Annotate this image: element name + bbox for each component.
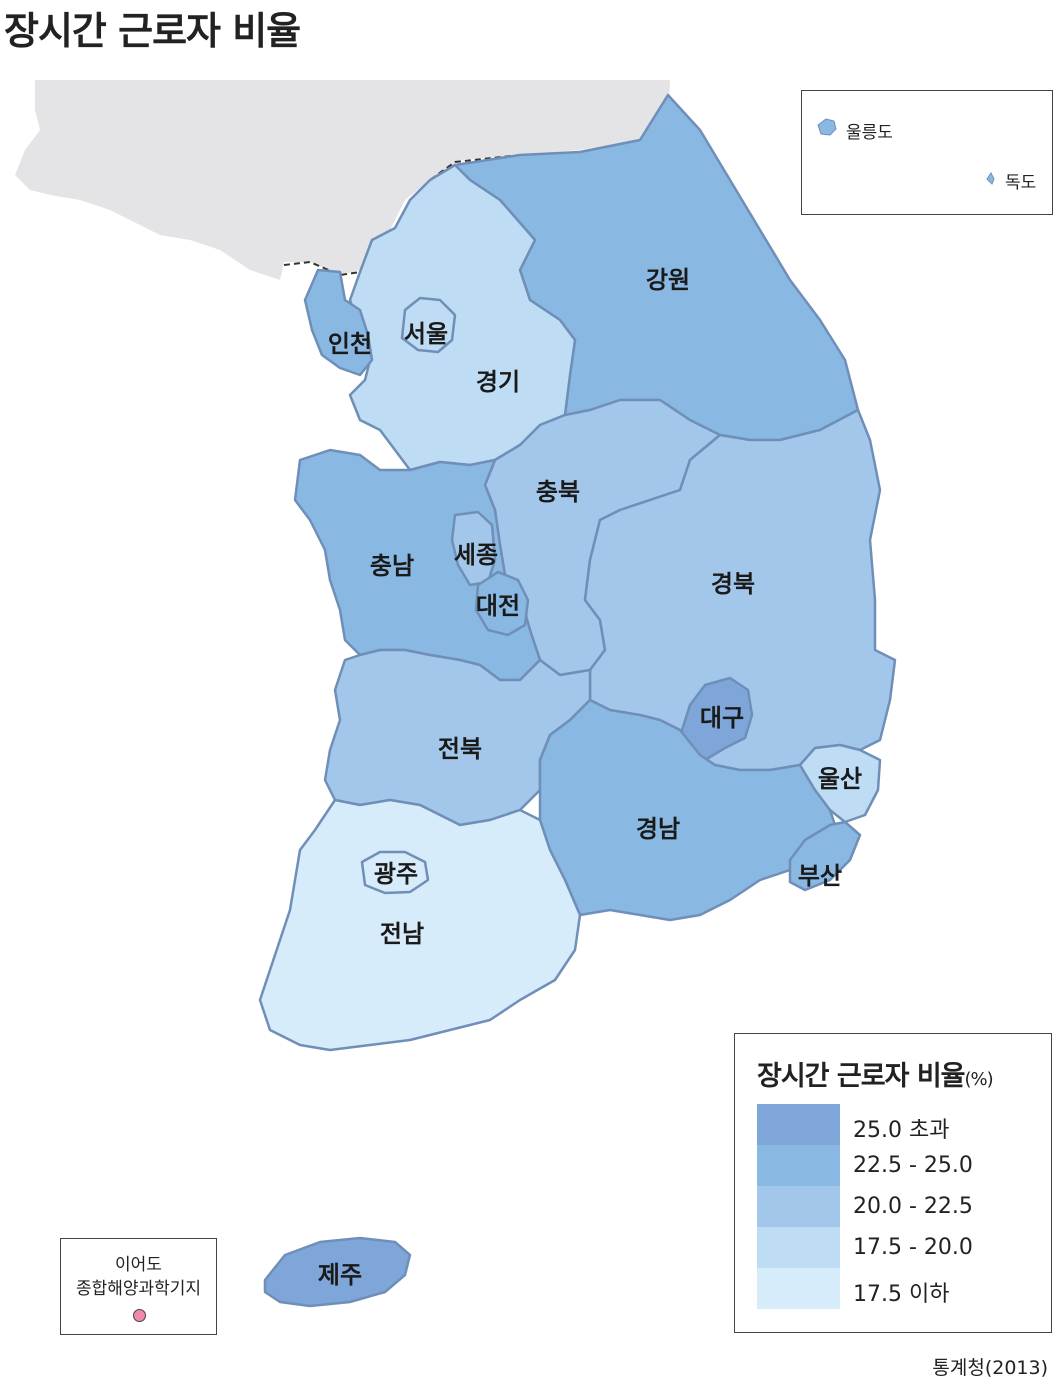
region-gwangju[interactable]: [360, 850, 430, 895]
legend-swatch: [757, 1145, 840, 1186]
legend-unit: (%): [964, 1069, 994, 1090]
legend-label: 22.5 - 25.0: [853, 1153, 973, 1178]
inset-islands: [817, 118, 995, 185]
legend-title: 장시간 근로자 비율(%): [757, 1054, 994, 1093]
ulleungdo-shape: [817, 118, 837, 136]
dokdo-shape: [986, 172, 995, 185]
label-daegu: 대구: [700, 704, 744, 732]
ulleungdo-label: 울릉도: [846, 123, 893, 143]
label-chungbuk: 충북: [536, 478, 580, 506]
region-incheon[interactable]: [303, 268, 374, 377]
legend-item: 22.5 - 25.0: [757, 1145, 1037, 1186]
legend-item: 20.0 - 22.5: [757, 1186, 1037, 1227]
map-title: 장시간 근로자 비율: [4, 9, 301, 53]
ieodo-station: 종합해양과학기지: [75, 1279, 202, 1299]
label-jeonbuk: 전북: [438, 735, 482, 763]
ieodo-name: 이어도: [115, 1255, 162, 1275]
legend-label: 17.5 - 20.0: [853, 1235, 973, 1260]
legend-swatch: [757, 1186, 840, 1227]
label-daejeon: 대전: [476, 592, 520, 620]
legend-swatch: [757, 1268, 840, 1309]
label-gyeongnam: 경남: [636, 815, 680, 843]
region-daejeon[interactable]: [474, 570, 530, 637]
ulleungdo-dokdo-inset: 울릉도 독도: [801, 90, 1053, 215]
label-chungnam: 충남: [370, 552, 414, 580]
label-gwangju: 광주: [374, 860, 418, 888]
legend-label: 25.0 초과: [853, 1118, 950, 1143]
legend-item: 17.5 이하: [757, 1268, 1037, 1309]
region-busan[interactable]: [788, 820, 862, 892]
label-gyeongbuk: 경북: [711, 570, 755, 598]
source-citation: 통계청(2013): [932, 1357, 1048, 1379]
legend-item: 17.5 - 20.0: [757, 1227, 1037, 1268]
dokdo-label: 독도: [1005, 173, 1037, 193]
region-ulsan[interactable]: [798, 743, 882, 824]
legend-title-text: 장시간 근로자 비율: [757, 1061, 966, 1092]
region-gyeongnam[interactable]: [538, 698, 842, 922]
label-incheon: 인천: [328, 330, 372, 358]
north-korea-area: [15, 80, 670, 280]
region-jeju[interactable]: [263, 1236, 412, 1308]
ieodo-marker-icon: [133, 1309, 146, 1322]
legend-swatch: [757, 1104, 840, 1145]
label-jeju: 제주: [318, 1261, 362, 1289]
legend: 장시간 근로자 비율(%) 25.0 초과 22.5 - 25.0 20.0 -…: [734, 1033, 1052, 1333]
region-daegu[interactable]: [680, 676, 754, 762]
label-gyeonggi: 경기: [476, 368, 520, 396]
label-sejong: 세종: [454, 541, 498, 569]
label-gangwon: 강원: [646, 266, 690, 294]
label-seoul: 서울: [404, 320, 448, 348]
label-ulsan: 울산: [818, 765, 862, 793]
ieodo-inset: 이어도 종합해양과학기지: [60, 1238, 217, 1335]
legend-item: 25.0 초과: [757, 1104, 1037, 1145]
label-busan: 부산: [798, 862, 842, 890]
label-jeonnam: 전남: [380, 920, 424, 948]
legend-swatch: [757, 1227, 840, 1268]
legend-label: 17.5 이하: [853, 1282, 950, 1307]
region-seoul[interactable]: [400, 296, 457, 354]
legend-label: 20.0 - 22.5: [853, 1194, 973, 1219]
region-jeonnam[interactable]: [258, 798, 582, 1052]
